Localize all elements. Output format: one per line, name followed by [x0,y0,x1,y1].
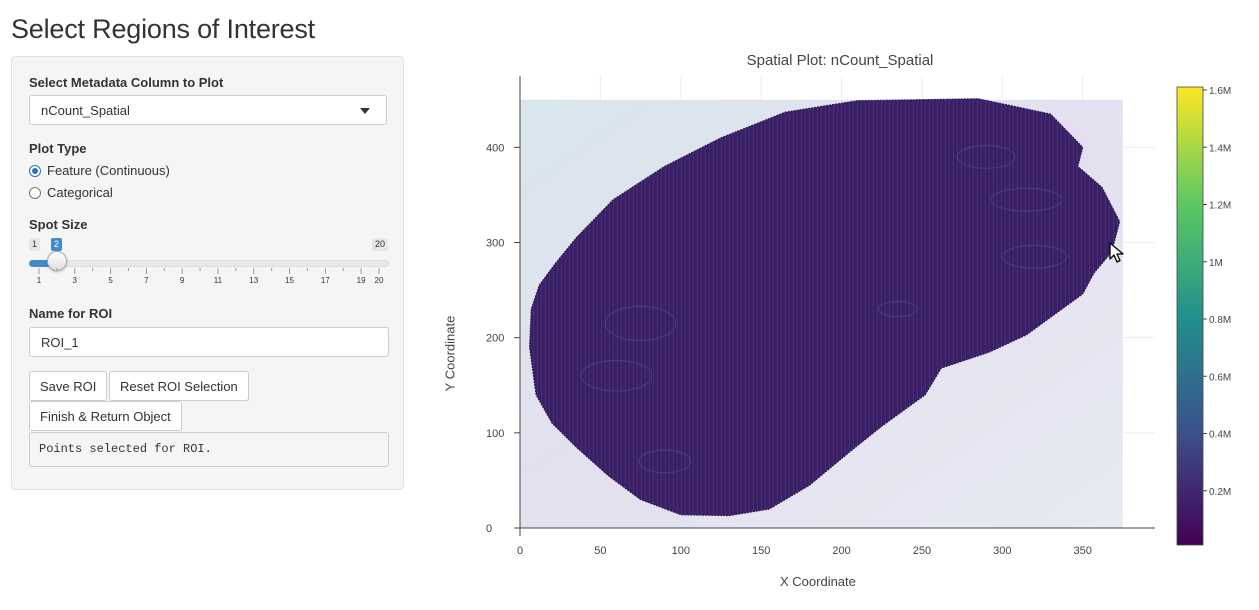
tissue-structure [956,144,1016,169]
slider-tick-label: 7 [144,276,149,285]
plot-title: Spatial Plot: nCount_Spatial [746,52,934,69]
x-tick-label: 150 [752,545,770,557]
x-tick-label: 300 [993,545,1011,557]
slider-tick-label: 15 [285,276,294,285]
slider-tick-label: 17 [320,276,330,285]
y-tick-label: 0 [486,523,492,535]
x-tick-label: 250 [913,545,931,557]
slider-track[interactable] [29,260,389,267]
tissue-structure [1001,244,1068,269]
slider-tick-label: 5 [108,276,113,285]
status-output: Points selected for ROI. [29,432,389,467]
radio-categorical-label: Categorical [47,185,113,200]
slider-tick-label: 1 [36,276,42,285]
metadata-column-select[interactable]: nCount_Spatial [29,95,387,125]
slider-tick-label: 19 [356,276,366,285]
colorbar-tick-label: 0.6M [1209,372,1231,383]
x-tick-label: 200 [832,545,850,557]
colorbar-tick-label: 1.2M [1209,201,1231,212]
tissue-spots-region[interactable] [528,98,1121,517]
colorbar-tick-label: 1.6M [1209,86,1231,97]
roi-name-label: Name for ROI [29,306,113,321]
radio-feature-label: Feature (Continuous) [47,163,170,178]
tissue-structure [580,359,653,392]
slider-tick-label: 11 [213,276,223,285]
save-roi-button[interactable]: Save ROI [29,371,108,401]
colorbar-tick-label: 1.4M [1209,143,1231,154]
radio-checked-icon[interactable] [29,164,41,177]
y-tick-label: 200 [486,333,504,345]
spatial-plot[interactable]: Spatial Plot: nCount_Spatial 0 50 100 150 20… [430,40,1259,610]
colorbar-tick-label: 0.8M [1209,315,1231,326]
metadata-column-label: Select Metadata Column to Plot [29,75,224,90]
tissue-structure [604,305,677,342]
x-axis-title: X Coordinate [780,574,856,589]
slider-max-badge: 20 [372,238,389,251]
y-axis-title: Y Coordinate [442,315,458,392]
tissue-structure [990,187,1063,212]
chevron-down-icon [360,108,370,114]
radio-categorical[interactable]: Categorical [29,185,113,200]
radio-unchecked-icon[interactable] [29,186,41,199]
x-tick-label: 100 [672,545,690,557]
slider-min-badge: 1 [29,238,41,251]
slider-tick-label: 9 [179,276,185,285]
colorbar-tick-label: 0.4M [1209,430,1231,441]
colorbar-tick-label: 1M [1209,258,1223,269]
spot-size-slider[interactable]: 1 2 20 1 3 5 7 9 11 13 15 17 19 20 [29,235,389,287]
tissue-structure [638,449,692,474]
slider-fill [29,260,57,267]
slider-ticks [38,268,380,274]
page-title: Select Regions of Interest [11,14,315,44]
colorbar [1176,86,1204,546]
slider-value-badge: 2 [50,238,62,251]
slider-tick-label: 13 [249,276,259,285]
y-tick-label: 400 [486,142,504,154]
metadata-column-value: nCount_Spatial [41,103,130,118]
x-tick-label: 350 [1073,545,1091,557]
x-tick-label: 50 [594,545,606,557]
roi-name-input[interactable] [29,327,389,357]
tissue-structure [877,300,918,318]
sidebar-panel: Select Metadata Column to Plot nCount_Sp… [11,56,404,490]
slider-tick-label: 20 [374,276,384,285]
mouse-cursor-icon [1109,242,1124,263]
slider-tick-labels: 1 3 5 7 9 11 13 15 17 19 20 [29,276,389,286]
spot-size-label: Spot Size [29,217,88,232]
slider-tick-label: 3 [72,276,78,285]
finish-return-button[interactable]: Finish & Return Object [29,401,182,431]
plot-type-label: Plot Type [29,141,87,156]
reset-roi-button[interactable]: Reset ROI Selection [109,371,249,401]
plot-area[interactable]: 0 50 100 150 200 250 300 350 0 100 200 300 400 0.2M 0.… [430,40,1259,610]
y-tick-label: 100 [486,428,504,440]
x-tick-label: 0 [517,545,523,557]
y-tick-label: 300 [486,238,504,250]
colorbar-tick-label: 0.2M [1209,487,1231,498]
radio-feature-continuous[interactable]: Feature (Continuous) [29,163,170,178]
